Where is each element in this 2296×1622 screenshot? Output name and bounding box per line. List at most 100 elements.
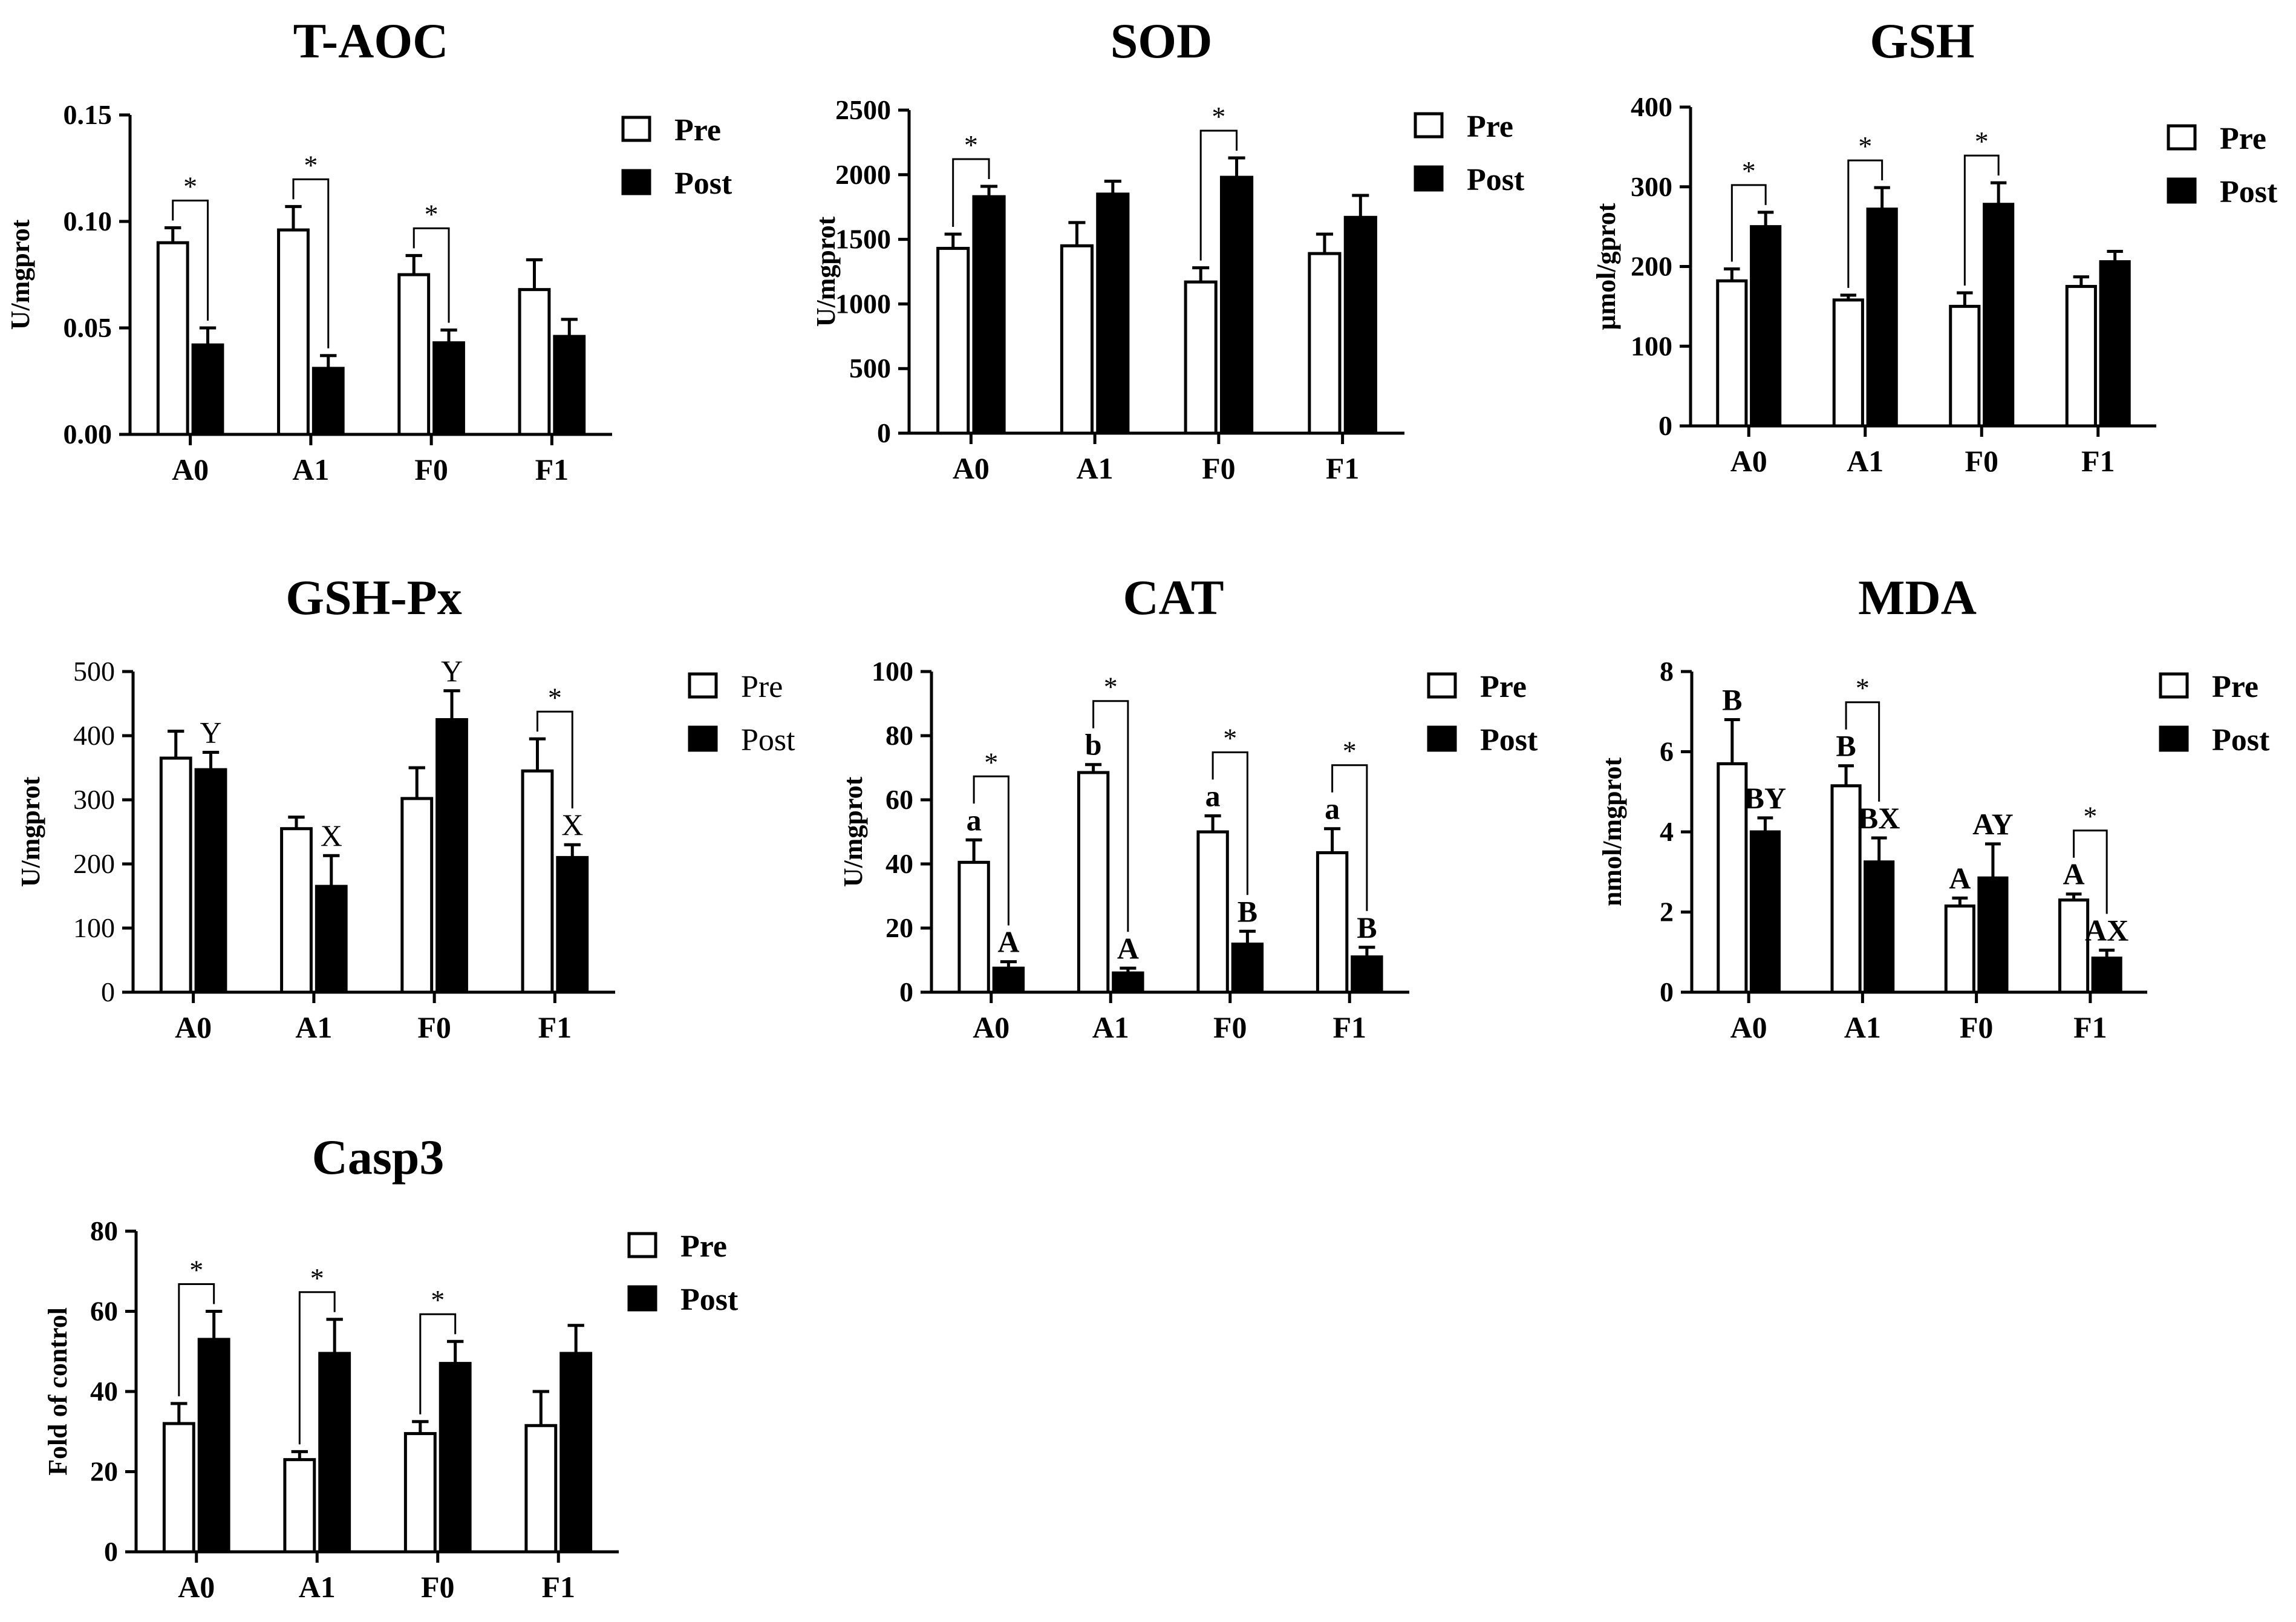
y-tick-label: 200 [1631, 251, 1672, 282]
legend-label-post: Post [2212, 723, 2270, 757]
legend: Pre Post [1414, 110, 1525, 197]
significance-letter: B [1722, 683, 1742, 717]
bar-post-f0 [1977, 876, 2009, 994]
legend: Pre Post [621, 113, 732, 201]
bar-pre-a0 [159, 756, 192, 994]
y-axis-label: U/mgprot [811, 216, 841, 327]
y-tick-label: 0.05 [64, 312, 113, 343]
bar-post-a1 [315, 885, 348, 994]
y-axis-label: U/mgprot [16, 776, 45, 887]
x-tick-label: A0 [1730, 444, 1767, 478]
bar-pre-a1 [283, 1458, 316, 1554]
chart-title: CAT [1123, 570, 1224, 625]
bar-post-f0 [1231, 943, 1264, 994]
bar-pre-f0 [403, 1432, 437, 1554]
legend-swatch-pre [621, 116, 651, 142]
bar-post-f1 [2091, 957, 2122, 994]
y-tick-label: 20 [885, 912, 913, 943]
significance-star: * [984, 747, 998, 777]
bar-pre-a1 [277, 228, 310, 436]
y-tick-label: 300 [1631, 171, 1672, 202]
significance-star: * [304, 149, 318, 180]
legend: Pre Post [2159, 670, 2270, 757]
bar-pre-f1 [524, 1424, 558, 1554]
legend-swatch-post [2159, 725, 2189, 752]
y-tick-label: 0 [877, 417, 891, 448]
legend-label-pre: Pre [2220, 122, 2266, 156]
bar-pre-a1 [1830, 784, 1862, 994]
significance-letter: A [997, 925, 1019, 959]
legend-swatch-post [1414, 165, 1444, 192]
bar-pre-a1 [1077, 771, 1110, 994]
legend-label-post: Post [1480, 723, 1538, 757]
significance-bracket [1092, 700, 1129, 932]
significance-bracket [1331, 764, 1368, 911]
y-tick-label: 0 [104, 1536, 118, 1567]
bar-pre-f1 [2065, 284, 2097, 428]
significance-star: * [189, 1255, 203, 1286]
bar-pre-a0 [1716, 279, 1748, 428]
bar-post-f0 [439, 1362, 472, 1554]
legend-swatch-post [627, 1285, 657, 1312]
significance-star: * [431, 1284, 445, 1315]
y-tick-label: 60 [90, 1296, 118, 1327]
x-tick-label: F1 [538, 1010, 572, 1044]
bar-pre-a0 [162, 1422, 195, 1554]
y-tick-label: 1000 [835, 288, 891, 319]
significance-letter: Y [200, 716, 221, 750]
x-tick-label: F0 [1965, 444, 1998, 478]
bar-post-a1 [1866, 208, 1898, 428]
legend-label-post: Post [2220, 175, 2278, 209]
bar-post-a1 [311, 367, 345, 436]
legend-swatch-post [621, 169, 651, 195]
legend-swatch-pre [627, 1232, 657, 1258]
y-tick-label: 0.15 [64, 99, 113, 130]
y-tick-label: 0 [101, 976, 115, 1007]
bar-post-a0 [191, 343, 224, 436]
chart-title: T-AOC [293, 13, 449, 68]
significance-bracket [1212, 751, 1248, 895]
significance-star: * [1343, 736, 1357, 767]
bar-post-a1 [1096, 192, 1130, 435]
legend-swatch-pre [2159, 672, 2189, 699]
y-tick-label: 0.00 [64, 419, 113, 450]
x-tick-label: A1 [1092, 1010, 1129, 1044]
bar-post-f1 [556, 855, 589, 994]
chart-title: GSH-Px [285, 570, 462, 625]
significance-star: * [1975, 126, 1989, 157]
significance-bracket [1845, 701, 1880, 802]
chart-panel-cat: CAT U/mgprot 0 20 40 60 80 100 A0 a A * A1 b A * F0 a B * F1… [838, 570, 1538, 1044]
bar-post-f0 [432, 341, 465, 436]
bar-pre-f1 [2058, 898, 2090, 994]
bar-pre-a0 [156, 241, 189, 436]
significance-star: * [425, 198, 439, 229]
y-axis-label: Fold of control [43, 1307, 73, 1476]
significance-letter: b [1085, 728, 1102, 762]
y-tick-label: 0 [1658, 410, 1672, 441]
bar-post-a0 [1749, 830, 1781, 994]
bar-pre-f1 [1316, 851, 1349, 994]
significance-bracket [172, 200, 209, 321]
significance-bracket [952, 158, 990, 227]
significance-star: * [1104, 672, 1118, 702]
significance-letter: AX [2085, 913, 2128, 947]
bar-pre-f0 [1944, 904, 1975, 994]
significance-letter: B [1357, 911, 1377, 944]
chart-title: Casp3 [312, 1130, 445, 1185]
significance-star: * [1858, 131, 1872, 162]
bar-post-f1 [553, 335, 586, 436]
x-tick-label: F1 [2073, 1010, 2107, 1044]
significance-star: * [2083, 801, 2097, 832]
bar-pre-f1 [521, 769, 554, 994]
bar-pre-a0 [957, 860, 990, 994]
x-tick-label: F0 [421, 1570, 455, 1604]
legend-swatch-pre [688, 672, 718, 699]
significance-letter: a [1205, 779, 1221, 813]
x-tick-label: A0 [973, 1010, 1009, 1044]
legend-swatch-post [2167, 177, 2197, 204]
significance-bracket [973, 775, 1009, 926]
chart-panel-sod: SOD U/mgprot 0 500 1000 1500 2000 2500 A0 * A1 F0 * F… [811, 13, 1525, 485]
y-axis-label: μmol/gprot [1591, 203, 1621, 330]
significance-letter: A [2063, 857, 2085, 891]
